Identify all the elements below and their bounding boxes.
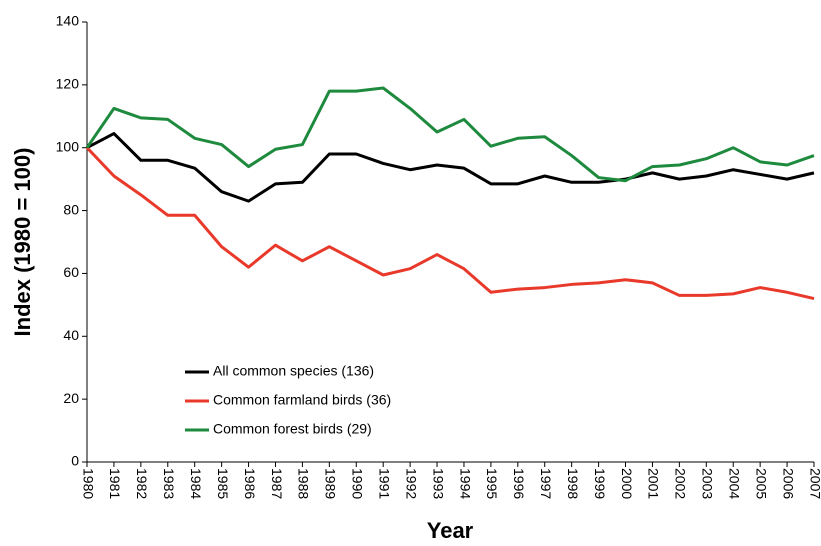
y-tick-label: 60 (63, 264, 79, 280)
x-tick-label: 2004 (727, 468, 743, 499)
x-tick-label: 1999 (592, 468, 608, 499)
x-axis-title: Year (427, 518, 474, 543)
x-tick-label: 2002 (673, 468, 689, 499)
x-tick-label: 1993 (430, 468, 446, 499)
y-tick-label: 40 (63, 327, 79, 343)
x-tick-label: 2007 (807, 468, 821, 499)
x-tick-label: 2006 (780, 468, 796, 499)
x-tick-label: 1998 (565, 468, 581, 499)
data-line (85, 146, 815, 301)
y-tick-label: 20 (63, 390, 79, 406)
x-tick-label: 1988 (296, 468, 312, 499)
x-tick-label: 1987 (269, 468, 285, 499)
y-tick-label: 80 (63, 201, 79, 217)
y-tick-label: 0 (71, 453, 79, 469)
y-tick-label: 120 (56, 76, 80, 92)
x-tick-label: 1994 (457, 468, 473, 499)
x-tick-label: 2005 (753, 468, 769, 499)
x-tick-label: 1982 (134, 468, 150, 499)
x-tick-label: 1997 (538, 468, 554, 499)
x-tick-label: 1995 (484, 468, 500, 499)
x-tick-label: 2001 (646, 468, 662, 499)
y-tick-label: 100 (56, 138, 80, 154)
data-line (85, 86, 815, 183)
x-tick-label: 1984 (188, 468, 204, 499)
legend-label: All common species (136) (213, 363, 374, 379)
x-tick-label: 2000 (619, 468, 635, 499)
x-tick-label: 1985 (215, 468, 231, 499)
legend-label: Common farmland birds (36) (213, 392, 391, 408)
y-axis-title: Index (1980 = 100) (10, 148, 35, 337)
x-tick-label: 1996 (511, 468, 527, 499)
legend-label: Common forest birds (29) (213, 421, 372, 437)
y-tick-label: 140 (56, 13, 80, 29)
x-tick-label: 2003 (700, 468, 716, 499)
x-tick-label: 1990 (350, 468, 366, 499)
x-tick-label: 1992 (403, 468, 419, 499)
x-tick-label: 1983 (161, 468, 177, 499)
x-tick-label: 1981 (107, 468, 123, 499)
x-tick-label: 1986 (242, 468, 258, 499)
x-tick-label: 1991 (376, 468, 392, 499)
x-tick-label: 1989 (323, 468, 339, 499)
data-line (86, 132, 815, 203)
x-tick-label: 1980 (80, 468, 96, 499)
